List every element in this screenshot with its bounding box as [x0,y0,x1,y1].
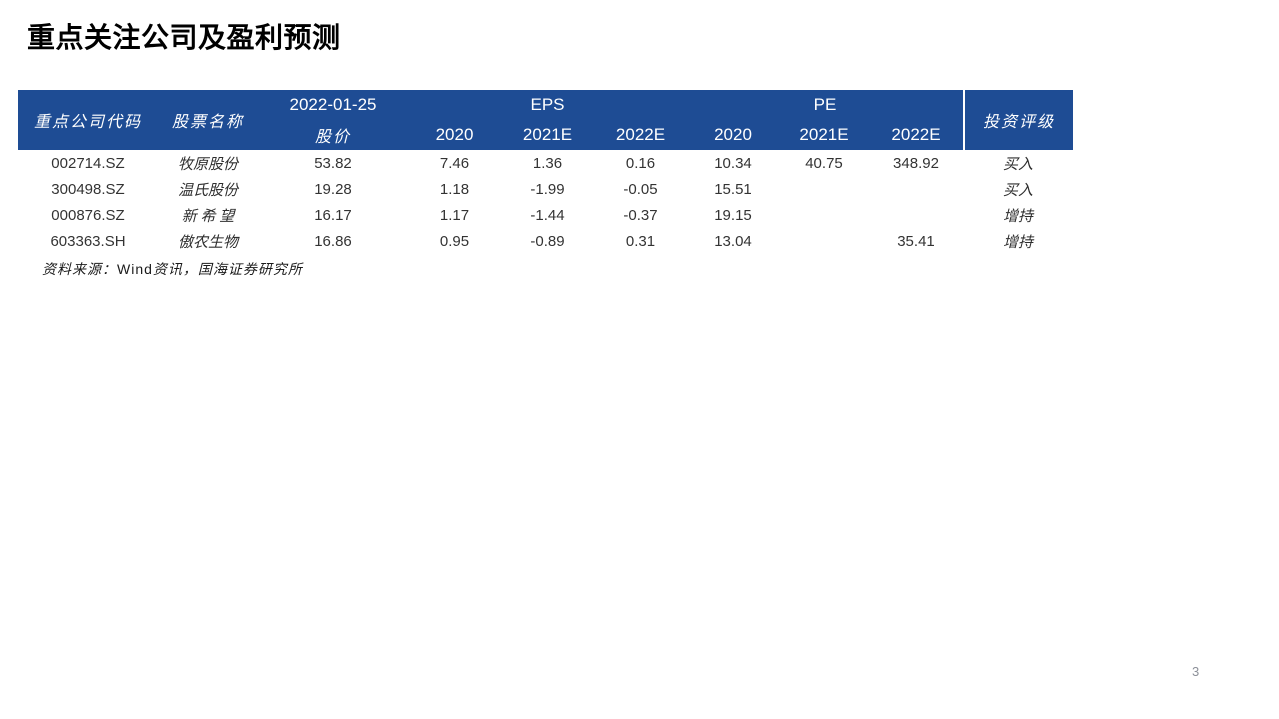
header-eps-2022e: 2022E [615,125,666,144]
cell-pe-2022e: 348.92 [893,154,939,172]
cell-name: 傲农生物 [177,234,238,251]
cell-pe-2021e [779,202,869,228]
cell-eps-2022e: 0.31 [625,232,656,250]
cell-eps-2021e: -1.99 [530,180,565,198]
forecast-table: 重点公司代码 股票名称 2022-01-25 股价 EPS 2020 2021E… [18,90,1073,254]
cell-pe-2022e [869,202,963,228]
cell-pe-2020: 15.51 [714,180,752,198]
cell-pe-2020: 13.04 [714,232,752,250]
cell-rating: 增持 [1002,208,1033,225]
header-company-code: 重点公司代码 [33,114,142,131]
cell-pe-2020: 19.15 [714,206,752,224]
page-number: 3 [1192,664,1200,679]
cell-rating: 买入 [1002,182,1033,199]
header-pe-2020: 2020 [714,125,752,144]
header-stock-name: 股票名称 [171,114,244,131]
cell-eps-2022e: 0.16 [625,154,656,172]
header-price-label: 股价 [314,129,351,146]
source-note-suffix: 资讯，国海证券研究所 [152,263,303,278]
cell-rating: 买入 [1002,156,1033,173]
header-pe-2022e: 2022E [891,125,941,144]
table-row: 000876.SZ 新 希 望 16.17 1.17 -1.44 -0.37 1… [18,202,1073,228]
header-price-date: 2022-01-25 [289,95,377,114]
cell-pe-2021e [779,228,869,254]
source-note: 资料来源：Wind资讯，国海证券研究所 [42,259,303,279]
cell-eps-2020: 1.17 [439,206,470,224]
cell-code: 000876.SZ [51,206,125,224]
table-row: 300498.SZ 温氏股份 19.28 1.18 -1.99 -0.05 15… [18,176,1073,202]
cell-price: 19.28 [314,180,352,198]
cell-name: 牧原股份 [177,156,238,173]
cell-eps-2021e: -0.89 [530,232,565,250]
table-row: 603363.SH 傲农生物 16.86 0.95 -0.89 0.31 13.… [18,228,1073,254]
cell-pe-2021e: 40.75 [805,154,843,172]
cell-pe-2022e [869,176,963,202]
header-pe-group: PE [813,95,837,114]
cell-price: 53.82 [314,154,352,172]
header-eps-2020: 2020 [435,125,474,144]
cell-eps-2022e: -0.05 [623,180,658,198]
page-title: 重点关注公司及盈利预测 [27,22,341,53]
cell-eps-2021e: 1.36 [532,154,563,172]
header-rating: 投资评级 [963,90,1073,150]
table-row: 002714.SZ 牧原股份 53.82 7.46 1.36 0.16 10.3… [18,150,1073,176]
source-note-brand: Wind [117,261,153,277]
table-header: 重点公司代码 股票名称 2022-01-25 股价 EPS 2020 2021E… [18,90,1073,150]
cell-code: 002714.SZ [51,154,125,172]
cell-code: 603363.SH [50,232,126,250]
cell-rating: 增持 [1002,234,1033,251]
cell-pe-2022e: 35.41 [897,232,935,250]
cell-price: 16.17 [314,206,352,224]
cell-eps-2021e: -1.44 [530,206,565,224]
cell-eps-2020: 1.18 [439,180,470,198]
cell-eps-2020: 0.95 [439,232,470,250]
header-pe-2021e: 2021E [799,125,849,144]
cell-eps-2020: 7.46 [439,154,470,172]
source-note-prefix: 资料来源： [42,263,117,278]
cell-pe-2020: 10.34 [714,154,752,172]
cell-eps-2022e: -0.37 [623,206,658,224]
cell-price: 16.86 [314,232,352,250]
cell-code: 300498.SZ [51,180,125,198]
cell-pe-2021e [779,176,869,202]
header-eps-2021e: 2021E [522,125,573,144]
cell-name: 新 希 望 [181,208,235,225]
cell-name: 温氏股份 [177,182,238,199]
header-eps-group: EPS [530,95,565,114]
